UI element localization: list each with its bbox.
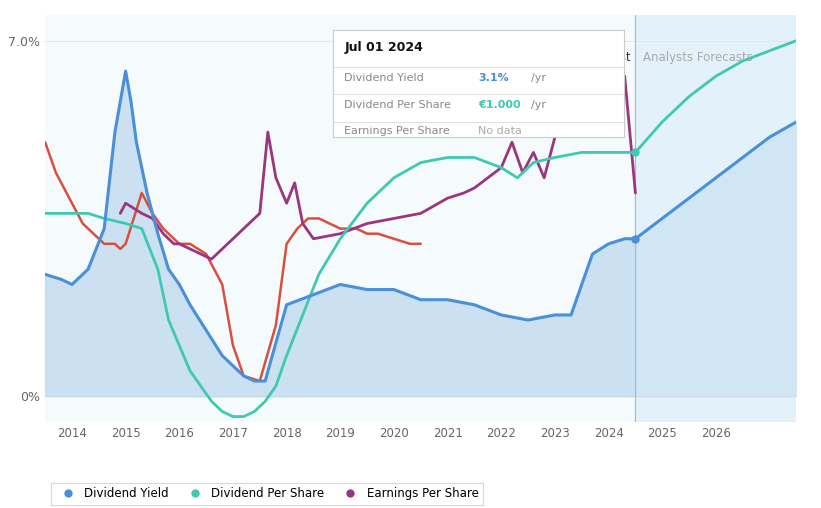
Text: Earnings Per Share: Earnings Per Share (344, 126, 450, 137)
Text: Analysts Forecasts: Analysts Forecasts (644, 51, 754, 64)
Bar (635, 15, 796, 422)
Text: 3.1%: 3.1% (478, 73, 509, 83)
Text: Dividend Per Share: Dividend Per Share (344, 100, 451, 110)
Text: /yr: /yr (530, 73, 546, 83)
Legend: Dividend Yield, Dividend Per Share, Earnings Per Share: Dividend Yield, Dividend Per Share, Earn… (51, 483, 484, 505)
Text: Jul 01 2024: Jul 01 2024 (344, 41, 423, 54)
Text: Dividend Yield: Dividend Yield (344, 73, 424, 83)
Text: Past: Past (607, 51, 631, 64)
Text: No data: No data (478, 126, 522, 137)
Text: €1.000: €1.000 (478, 100, 521, 110)
Text: /yr: /yr (530, 100, 546, 110)
